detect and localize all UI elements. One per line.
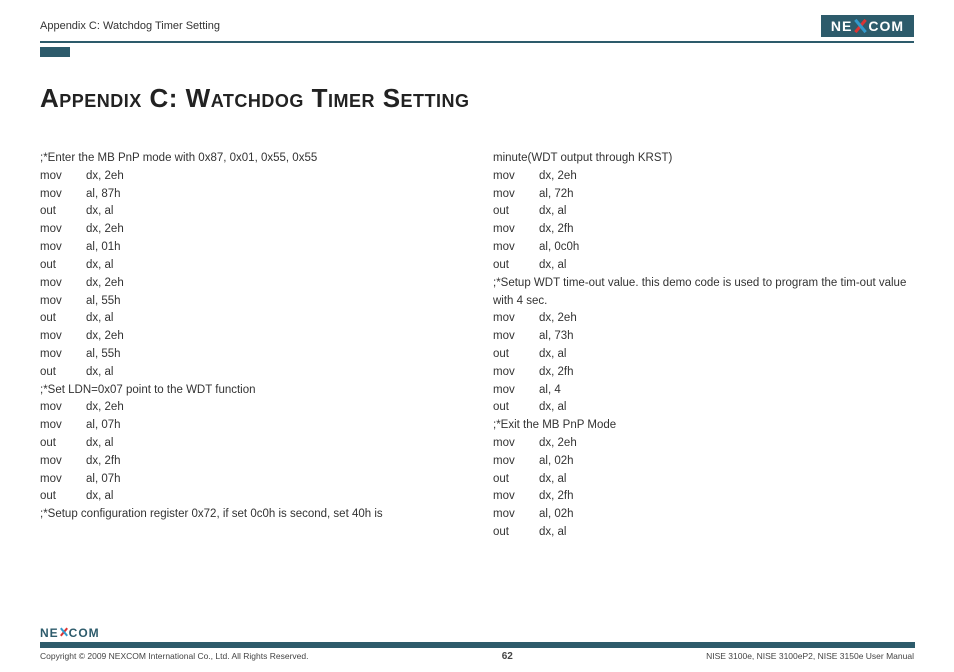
- code-arg: dx, 2eh: [86, 399, 124, 417]
- footer: NECOM Copyright © 2009 NEXCOM Internatio…: [40, 642, 914, 662]
- code-arg: dx, 2eh: [539, 168, 577, 186]
- code-arg: al, 0c0h: [539, 239, 579, 257]
- code-arg: dx, al: [86, 257, 114, 275]
- code-arg: dx, al: [539, 399, 567, 417]
- page-title: Appendix C: Watchdog Timer Setting: [40, 83, 914, 114]
- code-arg: dx, al: [86, 435, 114, 453]
- code-op: mov: [493, 239, 539, 257]
- footer-x-icon: [59, 627, 69, 637]
- code-arg: dx, al: [86, 310, 114, 328]
- code-arg: dx, 2eh: [539, 310, 577, 328]
- breadcrumb: Appendix C: Watchdog Timer Setting: [40, 20, 220, 32]
- code-op: mov: [40, 346, 86, 364]
- header-rule: [40, 41, 914, 43]
- code-op: out: [40, 203, 86, 221]
- code-comment: ;*Setup WDT time-out value. this demo co…: [493, 275, 914, 311]
- footer-rule: NECOM: [40, 642, 914, 648]
- code-comment: ;*Exit the MB PnP Mode: [493, 417, 914, 435]
- accent-bar: [40, 47, 70, 57]
- code-arg: dx, 2eh: [86, 168, 124, 186]
- code-arg: al, 55h: [86, 346, 121, 364]
- code-op: out: [493, 203, 539, 221]
- code-op: mov: [493, 506, 539, 524]
- code-op: mov: [40, 293, 86, 311]
- code-arg: al, 87h: [86, 186, 121, 204]
- code-arg: al, 4: [539, 382, 561, 400]
- code-op: mov: [40, 399, 86, 417]
- code-op: mov: [40, 275, 86, 293]
- logo-text-right: COM: [868, 18, 904, 34]
- code-op: mov: [40, 168, 86, 186]
- footer-logo-right: COM: [69, 626, 100, 640]
- footer-squares-icon: [901, 635, 915, 653]
- code-op: mov: [493, 168, 539, 186]
- code-arg: al, 72h: [539, 186, 574, 204]
- code-arg: al, 55h: [86, 293, 121, 311]
- footer-logo: NE COM: [40, 626, 100, 640]
- code-arg: al, 02h: [539, 453, 574, 471]
- code-arg: al, 01h: [86, 239, 121, 257]
- code-op: out: [493, 471, 539, 489]
- code-arg: dx, al: [86, 364, 114, 382]
- code-arg: dx, 2eh: [539, 435, 577, 453]
- code-op: mov: [40, 221, 86, 239]
- code-op: mov: [40, 186, 86, 204]
- code-columns: ;*Enter the MB PnP mode with 0x87, 0x01,…: [40, 150, 914, 542]
- code-arg: dx, 2fh: [539, 221, 574, 239]
- code-arg: dx, al: [539, 524, 567, 542]
- code-arg: al, 07h: [86, 417, 121, 435]
- code-arg: dx, al: [539, 471, 567, 489]
- code-op: mov: [40, 239, 86, 257]
- code-op: out: [40, 364, 86, 382]
- code-op: out: [493, 257, 539, 275]
- code-arg: al, 07h: [86, 471, 121, 489]
- code-op: mov: [493, 453, 539, 471]
- code-op: mov: [493, 310, 539, 328]
- logo-text-left: NE: [831, 18, 852, 34]
- code-op: out: [40, 257, 86, 275]
- code-arg: dx, 2eh: [86, 328, 124, 346]
- copyright-text: Copyright © 2009 NEXCOM International Co…: [40, 651, 308, 662]
- code-arg: dx, 2eh: [86, 221, 124, 239]
- code-arg: dx, 2fh: [539, 364, 574, 382]
- left-column: ;*Enter the MB PnP mode with 0x87, 0x01,…: [40, 150, 461, 542]
- logo-x-icon: [853, 19, 867, 33]
- code-arg: dx, al: [539, 257, 567, 275]
- code-comment: ;*Setup configuration register 0x72, if …: [40, 506, 461, 524]
- code-comment: ;*Enter the MB PnP mode with 0x87, 0x01,…: [40, 150, 461, 168]
- code-arg: dx, 2fh: [86, 453, 121, 471]
- right-column: minute(WDT output through KRST) movdx, 2…: [493, 150, 914, 542]
- code-op: mov: [493, 435, 539, 453]
- code-arg: al, 02h: [539, 506, 574, 524]
- code-op: out: [493, 524, 539, 542]
- code-op: out: [493, 346, 539, 364]
- code-comment: ;*Set LDN=0x07 point to the WDT function: [40, 382, 461, 400]
- code-arg: al, 73h: [539, 328, 574, 346]
- code-op: out: [493, 399, 539, 417]
- code-arg: dx, al: [86, 203, 114, 221]
- code-op: mov: [40, 417, 86, 435]
- code-arg: dx, al: [539, 203, 567, 221]
- page-number: 62: [502, 651, 513, 662]
- code-op: mov: [493, 364, 539, 382]
- code-op: mov: [40, 453, 86, 471]
- code-arg: dx, 2eh: [86, 275, 124, 293]
- logo-top: NE COM: [821, 15, 914, 37]
- code-op: mov: [493, 488, 539, 506]
- code-arg: dx, al: [539, 346, 567, 364]
- code-op: out: [40, 488, 86, 506]
- code-op: mov: [40, 328, 86, 346]
- code-op: out: [40, 435, 86, 453]
- code-arg: dx, 2fh: [539, 488, 574, 506]
- code-arg: dx, al: [86, 488, 114, 506]
- code-op: mov: [493, 382, 539, 400]
- manual-title: NISE 3100e, NISE 3100eP2, NISE 3150e Use…: [706, 651, 914, 662]
- code-op: mov: [493, 221, 539, 239]
- code-op: mov: [493, 328, 539, 346]
- code-op: mov: [493, 186, 539, 204]
- code-comment: minute(WDT output through KRST): [493, 150, 914, 168]
- code-op: mov: [40, 471, 86, 489]
- code-op: out: [40, 310, 86, 328]
- footer-logo-left: NE: [40, 626, 59, 640]
